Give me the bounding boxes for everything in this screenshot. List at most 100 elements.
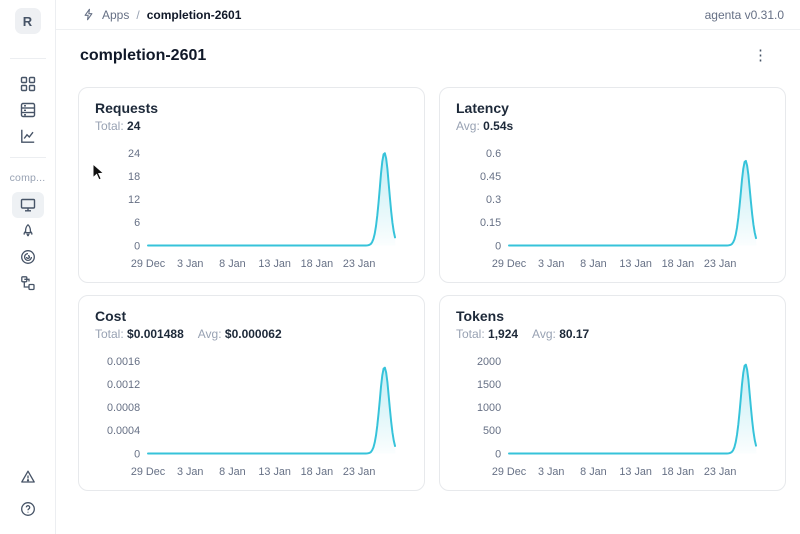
- question-circle-icon: [20, 501, 36, 517]
- page-header: completion-2601 ⋮: [56, 30, 800, 65]
- sidebar-item-alerts[interactable]: [12, 464, 44, 490]
- card-title: Latency: [456, 100, 509, 116]
- metric-cards-grid: Requests Total: 24 0 6 12 18 24 29 Dec 3 Jan 8 …: [78, 87, 786, 491]
- svg-text:29 Dec: 29 Dec: [492, 466, 527, 478]
- sidebar-item-playground[interactable]: [12, 218, 44, 244]
- page-title: completion-2601: [80, 46, 207, 64]
- svg-text:2000: 2000: [477, 356, 501, 368]
- svg-text:29 Dec: 29 Dec: [131, 258, 166, 270]
- svg-text:13 Jan: 13 Jan: [258, 258, 291, 270]
- svg-text:23 Jan: 23 Jan: [704, 258, 737, 270]
- svg-text:18 Jan: 18 Jan: [301, 466, 334, 478]
- breadcrumb: Apps / completion-2601: [82, 8, 241, 22]
- bolt-icon: [82, 8, 95, 21]
- svg-text:29 Dec: 29 Dec: [492, 258, 527, 270]
- rocket-icon: [20, 223, 36, 239]
- warning-triangle-icon: [20, 469, 36, 485]
- grid-icon: [20, 76, 36, 92]
- svg-text:18: 18: [128, 171, 140, 183]
- stat: Total: $0.001488: [95, 327, 184, 341]
- svg-text:8 Jan: 8 Jan: [580, 258, 607, 270]
- sidebar-item-evaluations[interactable]: [12, 123, 44, 149]
- svg-text:0.3: 0.3: [486, 194, 501, 206]
- svg-text:1000: 1000: [477, 402, 501, 414]
- svg-text:13 Jan: 13 Jan: [619, 466, 652, 478]
- svg-text:3 Jan: 3 Jan: [538, 258, 565, 270]
- svg-text:0.45: 0.45: [480, 171, 501, 183]
- top-bar: Apps / completion-2601 agenta v0.31.0: [56, 0, 800, 30]
- sidebar-nav-global: [12, 71, 44, 149]
- card-stats: Total: 24: [95, 119, 408, 133]
- sidebar-nav-app: [11, 192, 44, 296]
- svg-text:13 Jan: 13 Jan: [258, 466, 291, 478]
- card-stats: Total: $0.001488 Avg: $0.000062: [95, 327, 408, 341]
- sidebar-item-observability[interactable]: [12, 244, 44, 270]
- sidebar-divider: [9, 58, 46, 59]
- svg-text:12: 12: [128, 194, 140, 206]
- app-version-label: agenta v0.31.0: [704, 7, 784, 22]
- svg-text:500: 500: [483, 425, 501, 437]
- svg-text:0: 0: [495, 448, 501, 460]
- main-area: Apps / completion-2601 agenta v0.31.0 co…: [56, 0, 800, 534]
- svg-text:0.0012: 0.0012: [107, 379, 140, 391]
- kebab-menu-icon[interactable]: ⋮: [753, 47, 768, 64]
- database-icon: [20, 102, 36, 118]
- card-stats: Avg: 0.54s: [456, 119, 769, 133]
- svg-text:8 Jan: 8 Jan: [219, 258, 246, 270]
- requests-chart[interactable]: 0 6 12 18 24 29 Dec 3 Jan 8 Jan 13 Jan 18 Jan 23 J…: [95, 141, 408, 279]
- sidebar-item-traces[interactable]: [12, 270, 44, 296]
- svg-text:3 Jan: 3 Jan: [177, 466, 204, 478]
- cost-chart[interactable]: 0 0.0004 0.0008 0.0012 0.0016 29 Dec 3 Jan 8 Ja…: [95, 349, 408, 487]
- breadcrumb-apps-link[interactable]: Apps: [102, 7, 130, 22]
- workspace-avatar[interactable]: R: [14, 8, 41, 34]
- svg-text:0.0004: 0.0004: [107, 425, 140, 437]
- sidebar-app-label: comp...: [9, 172, 46, 184]
- svg-text:0: 0: [495, 240, 501, 252]
- svg-text:8 Jan: 8 Jan: [219, 466, 246, 478]
- svg-text:0: 0: [134, 448, 140, 460]
- tokens-card: Tokens Total: 1,924 Avg: 80.17 0 500 1000 15…: [439, 295, 786, 491]
- svg-text:1500: 1500: [477, 379, 501, 391]
- svg-text:6: 6: [134, 217, 140, 229]
- card-title: Tokens: [456, 308, 504, 324]
- card-title: Requests: [95, 100, 159, 116]
- svg-text:18 Jan: 18 Jan: [662, 466, 695, 478]
- stat: Total: 24: [95, 119, 141, 133]
- tokens-chart[interactable]: 0 500 1000 1500 2000 29 Dec 3 Jan 8 Jan 13 Jan 18…: [456, 349, 769, 487]
- stat: Avg: 0.54s: [456, 119, 514, 133]
- card-stats: Total: 1,924 Avg: 80.17: [456, 327, 769, 341]
- sidebar-item-overview[interactable]: [11, 192, 44, 218]
- svg-text:3 Jan: 3 Jan: [538, 466, 565, 478]
- sidebar-item-app-management[interactable]: [12, 71, 44, 97]
- swirl-icon: [20, 249, 36, 265]
- svg-text:0.15: 0.15: [480, 217, 501, 229]
- breadcrumb-separator: /: [136, 7, 140, 22]
- stat: Avg: 80.17: [532, 327, 590, 341]
- svg-text:23 Jan: 23 Jan: [343, 258, 376, 270]
- svg-text:18 Jan: 18 Jan: [662, 258, 695, 270]
- svg-text:0.6: 0.6: [486, 148, 501, 160]
- sidebar-divider: [9, 157, 46, 158]
- sidebar: R: [0, 0, 56, 534]
- card-title: Cost: [95, 308, 127, 324]
- svg-text:0.0016: 0.0016: [107, 356, 140, 368]
- svg-text:0.0008: 0.0008: [107, 402, 140, 414]
- latency-card: Latency Avg: 0.54s 0 0.15 0.3 0.45 0.6 29 Dec…: [439, 87, 786, 283]
- svg-text:24: 24: [128, 148, 140, 160]
- sidebar-item-test-sets[interactable]: [12, 97, 44, 123]
- latency-chart[interactable]: 0 0.15 0.3 0.45 0.6 29 Dec 3 Jan 8 Jan 13 Jan 18 …: [456, 141, 769, 279]
- sidebar-bottom: [12, 464, 44, 522]
- svg-text:3 Jan: 3 Jan: [177, 258, 204, 270]
- svg-text:18 Jan: 18 Jan: [301, 258, 334, 270]
- cost-card: Cost Total: $0.001488 Avg: $0.000062 0 0.0…: [78, 295, 425, 491]
- stat: Avg: $0.000062: [197, 327, 282, 341]
- sidebar-item-help[interactable]: [12, 496, 44, 522]
- svg-text:8 Jan: 8 Jan: [580, 466, 607, 478]
- svg-text:13 Jan: 13 Jan: [619, 258, 652, 270]
- svg-text:0: 0: [134, 240, 140, 252]
- svg-text:23 Jan: 23 Jan: [343, 466, 376, 478]
- breadcrumb-current-page: completion-2601: [146, 7, 242, 22]
- svg-text:29 Dec: 29 Dec: [131, 466, 166, 478]
- requests-card: Requests Total: 24 0 6 12 18 24 29 Dec 3 Jan 8 …: [78, 87, 425, 283]
